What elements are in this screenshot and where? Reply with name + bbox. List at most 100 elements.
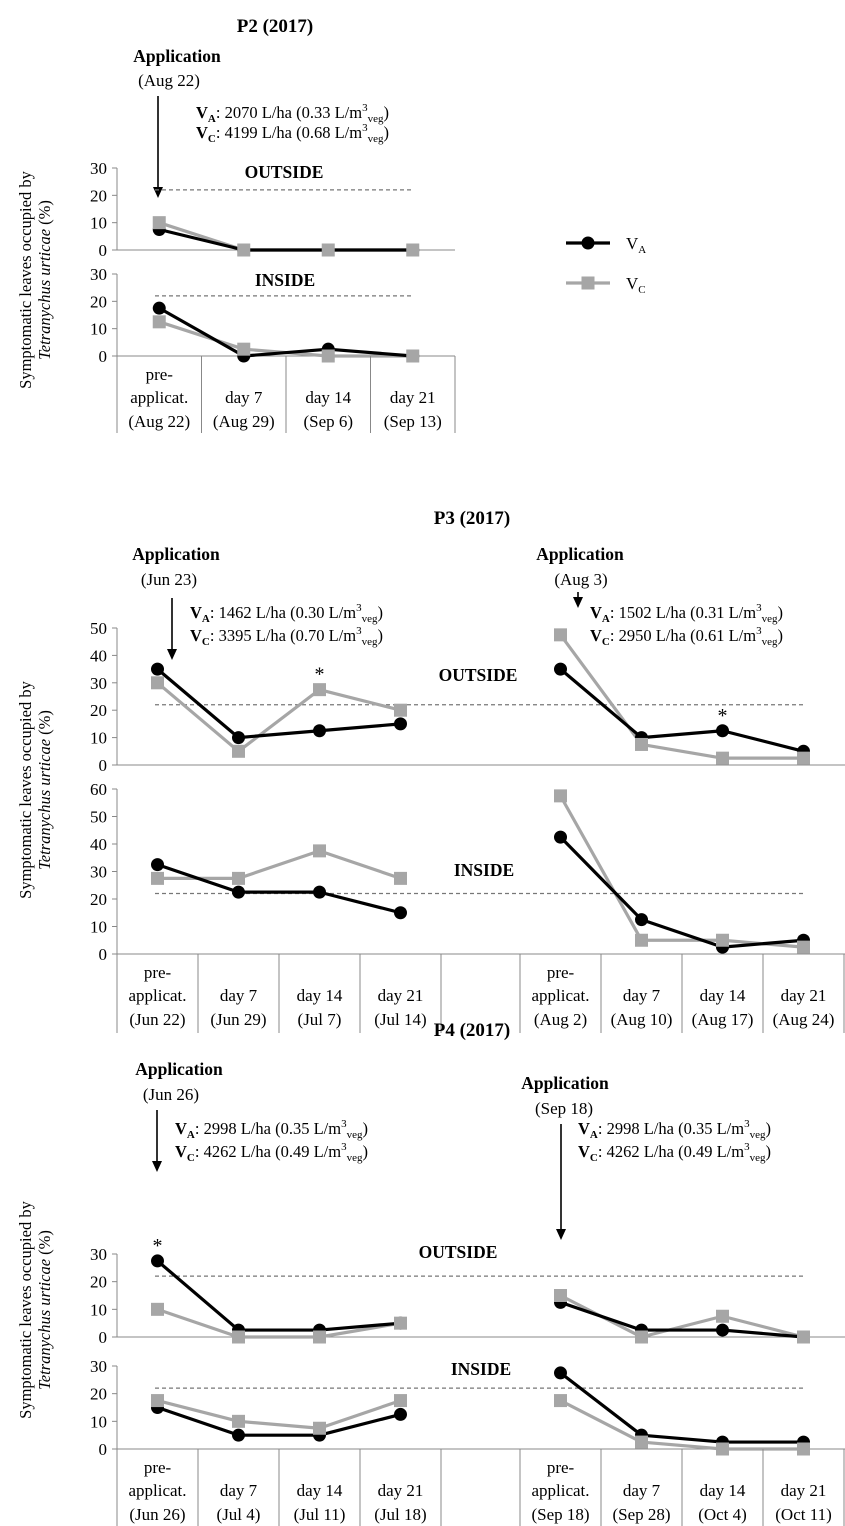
chart-2-outside-panel-group-1-vc-point [313,683,326,697]
chart-2-application-1-vc-rate-veg: veg [362,636,378,648]
chart-2-inside-panel-group-1-vc-point [394,871,407,885]
chart-1-categories-1-label-line3: (Sep 13) [384,412,442,431]
chart-3-application-1-vc-rate-v: V [175,1142,187,1161]
chart-3-outside-panel-group-2-vc-point [635,1330,648,1344]
chart-3-categories-2-label-line2: day 7 [623,1481,661,1500]
chart-3-outside-panel-group-1-vc-point [232,1330,245,1344]
chart-3-ylabel-species: Tetranychus urticae [35,1259,54,1390]
chart-2-categories-1-label-line1: pre- [144,963,172,982]
chart-1-inside-panel-ytick-label: 0 [99,347,108,366]
legend-vc-sub: C [638,284,645,296]
chart-3-application-1-vc-rate-rate: : 4262 L/ha (0.49 L/m [195,1142,341,1161]
chart-2-inside-panel-group-2-vc-point [716,933,729,947]
chart-3-application-2-vc-rate-v: V [578,1142,590,1161]
chart-3-outside-panel-group-2-vc-point [716,1309,729,1323]
chart-3-categories-1-label-line2: day 7 [220,1481,258,1500]
chart-1-outside-panel-group-1-vc-point [406,243,420,257]
chart-2-application-2-vc-rate-veg: veg [762,636,778,648]
chart-2-application-1-arrow-head [167,649,177,660]
chart-3-application-1-vc-rate-sub: C [187,1152,195,1164]
chart-3-inside-panel-ytick-label: 10 [90,1412,107,1431]
chart-2-application-2-va-rate-tail: ) [777,603,783,622]
chart-1-outside-panel-ytick-label: 10 [90,214,107,233]
chart-3-outside-panel-group-1-va-point [151,1254,164,1268]
chart-2-inside-panel-group-2-vc-point [635,933,648,947]
chart-2-categories-2-label-line3: (Aug 24) [773,1010,835,1029]
chart-3-title: P4 (2017) [434,1020,511,1041]
chart-2-application-1-va-rate-rate: : 1462 L/ha (0.30 L/m [210,603,356,622]
chart-2-inside-panel-group-2-va-line [559,836,804,949]
chart-3-inside-panel-ytick-label: 30 [90,1357,107,1376]
chart-2-inside-panel-group-1-vc-line [157,849,402,880]
chart-3-outside-panel-group-2-vc-point [797,1330,810,1344]
chart-3-inside-panel-group-1-vc-point [151,1394,164,1408]
chart-3-categories-1-label-line1: pre- [144,1458,172,1477]
legend-va-v: V [626,234,639,253]
chart-3-outside-panel-group-1-va-line [156,1259,401,1332]
chart-1-application-1-arrow-head [153,187,163,198]
chart-2-application-2-va-rate-sup: 3 [756,602,762,614]
chart-2-ylabel-line2: Tetranychus urticae (%) [35,710,54,870]
chart-3-inside-panel-label: INSIDE [451,1359,511,1379]
chart-2-application-2-vc-rate-v: V [590,626,602,645]
chart-3-inside-panel-ytick-label: 20 [90,1385,107,1404]
chart-3-outside-panel-group-1-vc-line [156,1307,401,1339]
chart-3-categories-1-label-line3: (Jul 18) [374,1505,426,1524]
chart-1-ylabel-species: Tetranychus urticae [35,229,54,360]
chart-3-application-2-arrow-head [556,1229,566,1240]
chart-3-categories-2-label-line1: pre- [547,1458,575,1477]
chart-2-application-1-vc-rate: VC: 3395 L/ha (0.70 L/m3veg) [190,625,383,648]
chart-3-outside-panel-group-2-vc-point [554,1289,567,1302]
chart-2-categories-1-label-line3: (Jul 14) [374,1010,426,1029]
chart-3-categories-2-label-line3: (Sep 18) [531,1505,589,1524]
chart-1-inside-panel-ytick-label: 10 [90,320,107,339]
chart-3-outside-panel-label: OUTSIDE [419,1242,498,1262]
chart-1-application-1-vc-rate: VC: 4199 L/ha (0.68 L/m3veg) [196,122,389,145]
chart-3-ylabel-unit: (%) [35,1230,54,1259]
chart-1-application-1-label: Application [133,46,221,66]
chart-3-outside-panel-group-1-vc-point [394,1316,407,1330]
chart-3-inside-panel-group-2-va-point [554,1366,567,1380]
chart-1-categories-1-label-line3: (Aug 22) [128,412,190,431]
chart-2-application-2-va-rate-sub: A [602,613,610,625]
chart-1-inside-panel-group-1-vc-point [237,342,251,356]
chart-3-outside-panel-ytick-label: 0 [99,1328,108,1347]
chart-2-categories-2-label-line3: (Aug 10) [611,1010,673,1029]
chart-1-application-1-vc-rate-veg: veg [368,133,384,145]
chart-2-categories-1-label-line3: (Jun 29) [210,1010,266,1029]
chart-2-outside-panel-group-1-vc-point [151,676,164,690]
chart-3-categories-1-label-line3: (Jul 11) [294,1505,346,1524]
chart-2-inside-panel-group-2-vc-point [797,940,810,954]
chart-3-outside-panel-group-1-vc-point [151,1302,164,1316]
chart-2-application-2-va-rate-veg: veg [762,613,778,625]
chart-1-outside-panel-group-1-va-line [158,227,413,252]
chart-3-application-1-date: (Jun 26) [143,1085,199,1104]
chart-3-categories-1-label-line2: day 21 [378,1481,424,1500]
chart-3-application-2-vc-rate-sup: 3 [744,1141,750,1153]
chart-2-application-1-label: Application [132,544,220,564]
chart-2-categories-2-label-line2: day 14 [700,986,746,1005]
chart-2-categories-2-label-line1: pre- [547,963,575,982]
chart-2-inside-panel-group-1-vc-point [151,871,164,885]
chart-1-ylabel-unit: (%) [35,200,54,229]
chart-3-application-2-vc-rate-sub: C [590,1152,598,1164]
chart-2-ylabel-species: Tetranychus urticae [35,739,54,870]
chart-1-outside-panel-group-1-vc-point [152,216,166,230]
chart-3-categories-2-label-line2: day 14 [700,1481,746,1500]
chart-1-application-1-vc-rate-sub: C [208,133,216,145]
chart-3-application-2-label: Application [521,1073,609,1093]
chart-3-inside-panel-group-1-va-point [394,1407,407,1421]
chart-1-application-1-va-rate: VA: 2070 L/ha (0.33 L/m3veg) [196,102,389,125]
chart-1-application-1-va-rate-sup: 3 [362,102,368,114]
chart-1-application-1-date: (Aug 22) [138,71,200,90]
chart-2-application-2-label: Application [536,544,624,564]
chart-1-inside-panel-group-1-vc-point [406,349,420,363]
chart-1-categories-1-label-line2: day 7 [225,388,263,407]
chart-3-inside-panel-group-1-vc-point [232,1414,245,1428]
chart-1-application-1-vc-rate-tail: ) [383,123,389,142]
chart-2-application-1-vc-rate-v: V [190,626,202,645]
chart-1-inside-panel-group-1-vc-line [158,320,413,358]
chart-1-outside-panel-group-1-vc-point [237,243,251,257]
chart-2-inside-panel-group-2-vc-point [554,789,567,803]
chart-2-outside-panel-group-1-va-point [394,717,407,731]
